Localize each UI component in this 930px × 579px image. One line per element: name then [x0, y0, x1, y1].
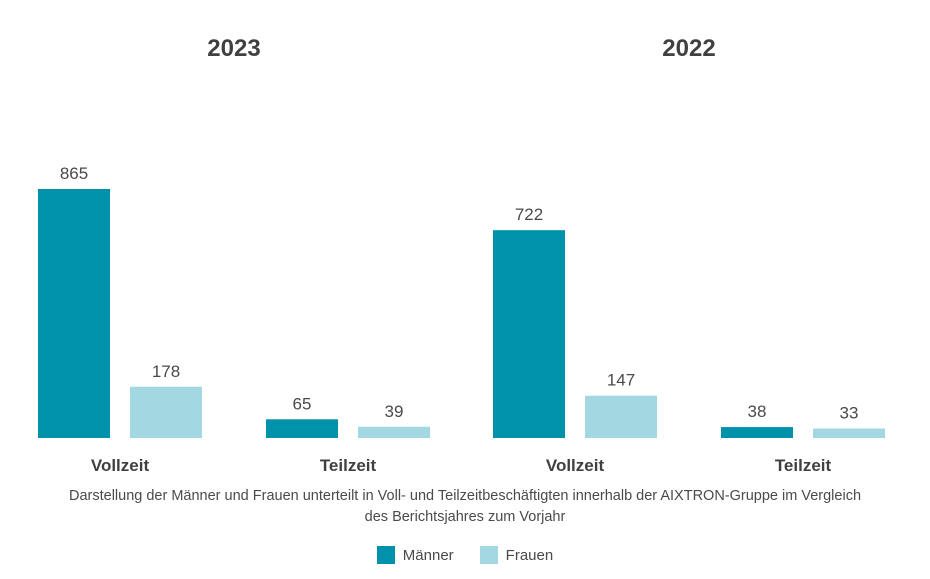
- bar-2023-teilzeit-frauen: [358, 426, 430, 438]
- caption-line-2: des Berichtsjahres zum Vorjahr: [364, 509, 566, 525]
- value-label-2022-teilzeit-maenner: 38: [748, 402, 767, 421]
- bar-2022-teilzeit-maenner: [721, 427, 793, 438]
- bar-2023-vollzeit-frauen: [130, 386, 202, 438]
- legend-swatch-frauen: [479, 546, 498, 564]
- value-label-2023-teilzeit-maenner: 65: [293, 394, 312, 413]
- value-label-2022-vollzeit-frauen: 147: [607, 371, 635, 390]
- legend-label-maenner: Männer: [402, 546, 454, 564]
- legend: Männer Frauen: [0, 546, 930, 564]
- value-label-2022-vollzeit-maenner: 722: [515, 205, 543, 224]
- bar-2022-vollzeit-frauen: [585, 395, 657, 438]
- category-label-2023-vollzeit: Vollzeit: [91, 456, 150, 475]
- bar-2022-vollzeit-maenner: [493, 230, 565, 438]
- chart: 2023 865 178 Vollzeit 65 39 Teilzeit 2022 722 147…: [38, 35, 885, 475]
- category-label-2023-teilzeit: Teilzeit: [320, 456, 377, 475]
- category-label-2022-teilzeit: Teilzeit: [775, 456, 832, 475]
- panel-title-2022: 2022: [662, 35, 715, 62]
- bar-2023-teilzeit-maenner: [266, 419, 338, 438]
- legend-swatch-maenner: [376, 546, 395, 564]
- caption-line-1: Darstellung der Männer und Frauen untert…: [68, 488, 862, 504]
- legend-label-frauen: Frauen: [505, 546, 554, 564]
- legend-item-frauen: Frauen: [479, 546, 554, 564]
- value-label-2023-teilzeit-frauen: 39: [385, 402, 404, 421]
- value-label-2022-teilzeit-frauen: 33: [840, 404, 859, 423]
- value-label-2023-vollzeit-maenner: 865: [60, 164, 88, 183]
- chart-caption: Darstellung der Männer und Frauen untert…: [0, 486, 930, 528]
- category-label-2022-vollzeit: Vollzeit: [546, 456, 605, 475]
- panel-title-2023: 2023: [207, 35, 260, 62]
- value-label-2023-vollzeit-frauen: 178: [152, 362, 180, 381]
- legend-item-maenner: Männer: [376, 546, 454, 564]
- bar-2022-teilzeit-frauen: [813, 428, 885, 438]
- bar-2023-vollzeit-maenner: [38, 189, 110, 438]
